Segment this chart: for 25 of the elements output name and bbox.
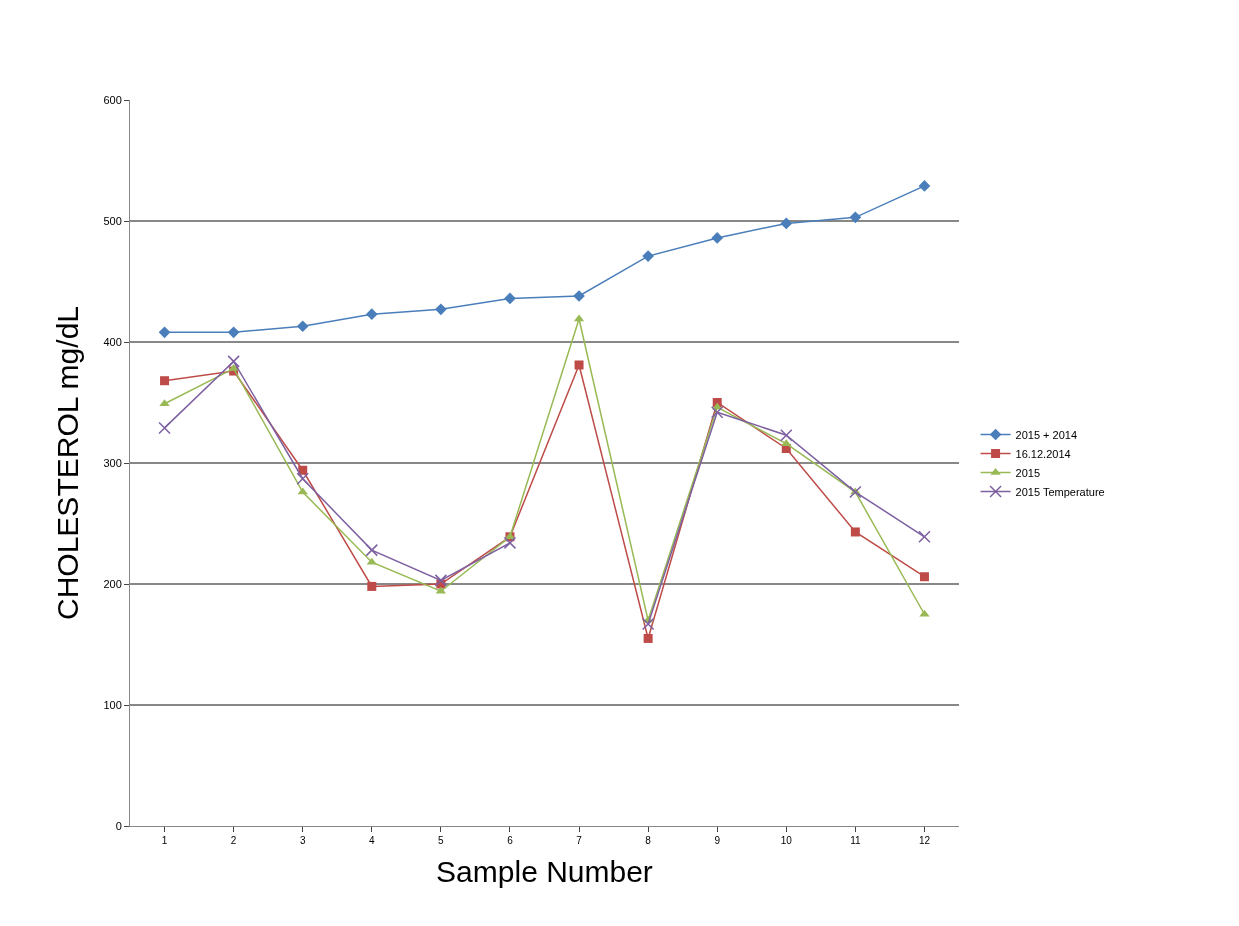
x-tick-label: 3 <box>299 835 306 846</box>
y-tick-label: 400 <box>103 335 122 348</box>
y-tick-label: 100 <box>103 698 122 711</box>
x-tick-label: 2 <box>230 835 237 846</box>
y-tick-label: 200 <box>103 577 122 590</box>
x-tick-label: 5 <box>438 835 445 846</box>
x-tick-label: 11 <box>850 835 861 846</box>
y-tick-label: 300 <box>103 456 122 469</box>
x-axis-title: Sample Number <box>436 854 653 888</box>
x-tick-label: 8 <box>645 835 652 846</box>
x-tick-label: 12 <box>918 835 931 846</box>
y-axis-title: CHOLESTEROL mg/dL <box>51 306 85 620</box>
x-tick-label: 10 <box>780 835 793 846</box>
x-tick-label: 4 <box>369 835 376 846</box>
x-tick-label: 7 <box>576 835 583 846</box>
y-tick-label: 500 <box>103 214 122 227</box>
legend-label: 2015 + 2014 <box>1015 428 1078 441</box>
legend-label: 2015 <box>1015 466 1041 479</box>
legend-label: 2015 Temperature <box>1015 485 1105 498</box>
legend-label: 16.12.2014 <box>1015 447 1071 460</box>
y-tick-label: 600 <box>103 93 122 106</box>
x-tick-label: 9 <box>714 835 721 846</box>
x-tick-label: 6 <box>507 835 514 846</box>
y-tick-label: 0 <box>115 819 122 832</box>
x-tick-label: 1 <box>161 835 168 846</box>
